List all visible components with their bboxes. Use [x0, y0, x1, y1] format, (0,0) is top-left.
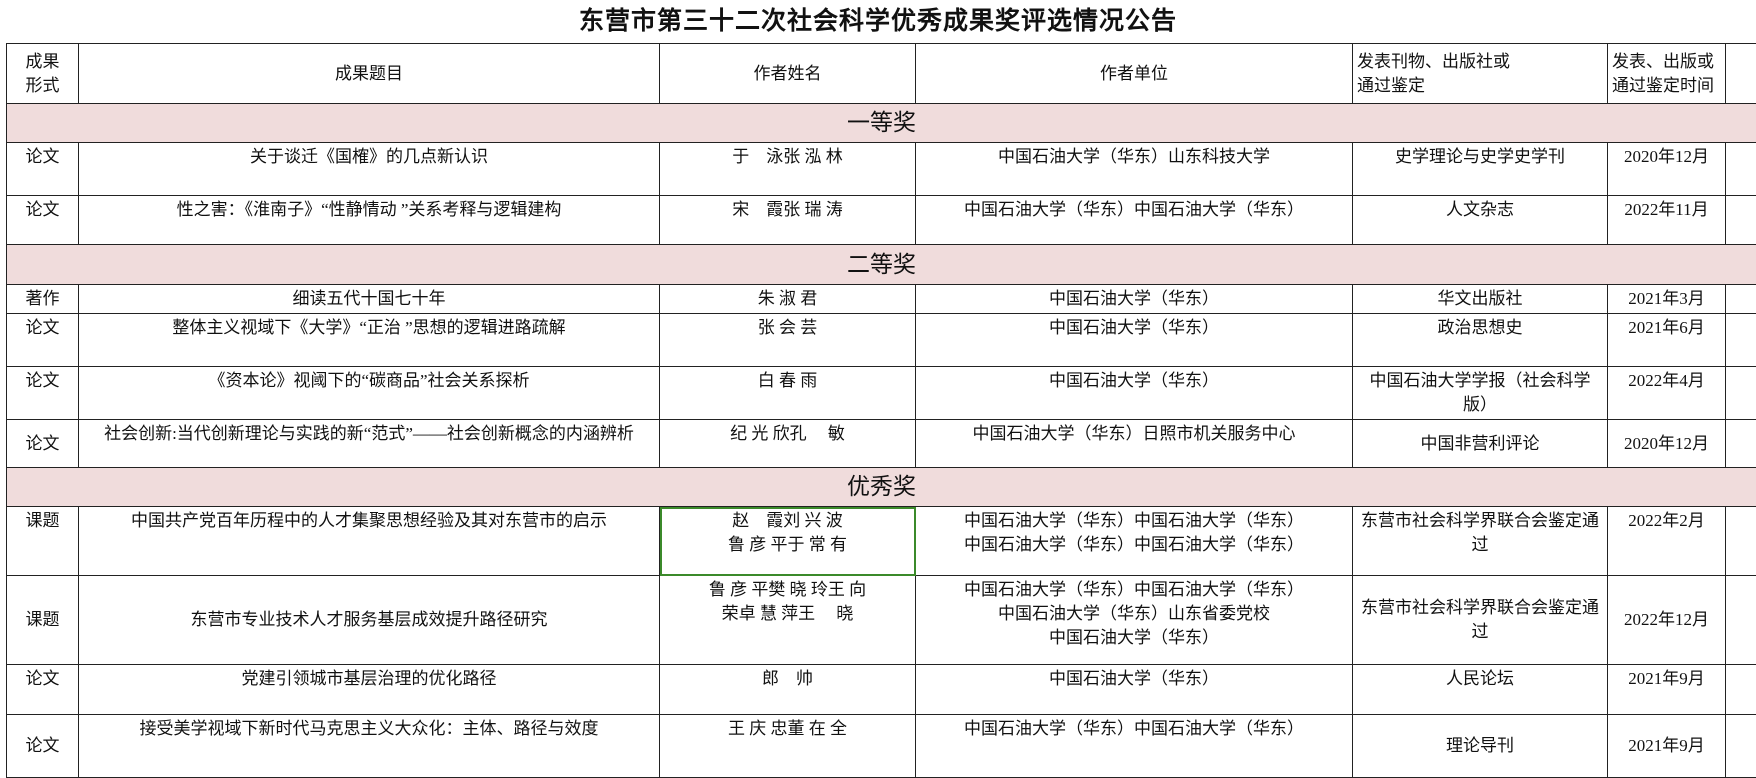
awards-table: 成果 形式 成果题目 作者姓名 作者单位 发表刊物、出版社或 通过鉴定 发表、出… [6, 43, 1756, 778]
unit-cell[interactable]: 中国石油大学（华东） [916, 314, 1353, 367]
empty-cell[interactable] [1726, 715, 1756, 778]
title-cell[interactable]: 《资本论》视阈下的“碳商品”社会关系探析 [79, 367, 660, 420]
type-cell[interactable]: 论文 [7, 715, 79, 778]
authors-cell[interactable]: 王 庆 忠董 在 全 [660, 715, 916, 778]
type-cell[interactable]: 课题 [7, 576, 79, 665]
empty-cell[interactable] [1726, 507, 1756, 576]
publisher-cell[interactable]: 中国石油大学学报（社会科学版） [1353, 367, 1608, 420]
page-title: 东营市第三十二次社会科学优秀成果奖评选情况公告 [0, 0, 1756, 43]
date-cell[interactable]: 2022年4月 [1608, 367, 1726, 420]
empty-cell[interactable] [1726, 314, 1756, 367]
authors-cell[interactable]: 白 春 雨 [660, 367, 916, 420]
authors-cell[interactable]: 宋 霞张 瑞 涛 [660, 196, 916, 245]
date-cell[interactable]: 2021年9月 [1608, 665, 1726, 715]
title-cell[interactable]: 党建引领城市基层治理的优化路径 [79, 665, 660, 715]
header-title[interactable]: 成果题目 [79, 44, 660, 104]
type-cell[interactable]: 论文 [7, 314, 79, 367]
section-label[interactable]: 一等奖 [7, 104, 1756, 143]
table-row: 课题东营市专业技术人才服务基层成效提升路径研究鲁 彦 平樊 晓 玲王 向 荣卓 … [7, 576, 1756, 665]
authors-cell[interactable]: 纪 光 欣孔 敏 [660, 420, 916, 468]
header-unit[interactable]: 作者单位 [916, 44, 1353, 104]
date-cell[interactable]: 2020年12月 [1608, 143, 1726, 196]
publisher-cell[interactable]: 东营市社会科学界联合会鉴定通过 [1353, 507, 1608, 576]
table-row: 论文整体主义视域下《大学》“正治 ”思想的逻辑进路疏解张 会 芸中国石油大学（华… [7, 314, 1756, 367]
unit-cell[interactable]: 中国石油大学（华东） [916, 665, 1353, 715]
authors-cell[interactable]: 赵 霞刘 兴 波 鲁 彦 平于 常 有 [660, 507, 916, 576]
title-cell[interactable]: 社会创新:当代创新理论与实践的新“范式”——社会创新概念的内涵辨析 [79, 420, 660, 468]
empty-cell[interactable] [1726, 44, 1756, 104]
unit-cell[interactable]: 中国石油大学（华东）中国石油大学（华东） 中国石油大学（华东）山东省委党校 中国… [916, 576, 1353, 665]
section-row: 二等奖 [7, 245, 1756, 285]
empty-cell[interactable] [1726, 576, 1756, 665]
table-row: 论文接受美学视域下新时代马克思主义大众化：主体、路径与效度王 庆 忠董 在 全中… [7, 715, 1756, 778]
authors-cell[interactable]: 朱 淑 君 [660, 285, 916, 314]
section-row: 优秀奖 [7, 468, 1756, 507]
type-cell[interactable]: 论文 [7, 665, 79, 715]
header-date[interactable]: 发表、出版或 通过鉴定时间 [1608, 44, 1726, 104]
title-cell[interactable]: 性之害：《淮南子》“性静情动 ”关系考释与逻辑建构 [79, 196, 660, 245]
empty-cell[interactable] [1726, 143, 1756, 196]
publisher-cell[interactable]: 人文杂志 [1353, 196, 1608, 245]
publisher-cell[interactable]: 理论导刊 [1353, 715, 1608, 778]
unit-cell[interactable]: 中国石油大学（华东） [916, 367, 1353, 420]
date-cell[interactable]: 2022年11月 [1608, 196, 1726, 245]
publisher-cell[interactable]: 东营市社会科学界联合会鉴定通过 [1353, 576, 1608, 665]
date-cell[interactable]: 2021年9月 [1608, 715, 1726, 778]
title-cell[interactable]: 整体主义视域下《大学》“正治 ”思想的逻辑进路疏解 [79, 314, 660, 367]
empty-cell[interactable] [1726, 285, 1756, 314]
section-label[interactable]: 优秀奖 [7, 468, 1756, 507]
title-cell[interactable]: 中国共产党百年历程中的人才集聚思想经验及其对东营市的启示 [79, 507, 660, 576]
section-row: 一等奖 [7, 104, 1756, 143]
unit-cell[interactable]: 中国石油大学（华东） [916, 285, 1353, 314]
unit-cell[interactable]: 中国石油大学（华东）中国石油大学（华东） [916, 196, 1353, 245]
authors-cell[interactable]: 郎 帅 [660, 665, 916, 715]
empty-cell[interactable] [1726, 665, 1756, 715]
empty-cell[interactable] [1726, 420, 1756, 468]
table-row: 论文社会创新:当代创新理论与实践的新“范式”——社会创新概念的内涵辨析纪 光 欣… [7, 420, 1756, 468]
header-publisher[interactable]: 发表刊物、出版社或 通过鉴定 [1353, 44, 1608, 104]
unit-cell[interactable]: 中国石油大学（华东）山东科技大学 [916, 143, 1353, 196]
title-cell[interactable]: 接受美学视域下新时代马克思主义大众化：主体、路径与效度 [79, 715, 660, 778]
type-cell[interactable]: 论文 [7, 420, 79, 468]
section-label[interactable]: 二等奖 [7, 245, 1756, 285]
type-cell[interactable]: 论文 [7, 367, 79, 420]
table-row: 论文关于谈迁《国榷》的几点新认识于 泳张 泓 林中国石油大学（华东）山东科技大学… [7, 143, 1756, 196]
publisher-cell[interactable]: 人民论坛 [1353, 665, 1608, 715]
empty-cell[interactable] [1726, 196, 1756, 245]
date-cell[interactable]: 2021年6月 [1608, 314, 1726, 367]
table-row: 课题中国共产党百年历程中的人才集聚思想经验及其对东营市的启示赵 霞刘 兴 波 鲁… [7, 507, 1756, 576]
publisher-cell[interactable]: 中国非营利评论 [1353, 420, 1608, 468]
authors-cell[interactable]: 鲁 彦 平樊 晓 玲王 向 荣卓 慧 萍王 晓 [660, 576, 916, 665]
date-cell[interactable]: 2022年2月 [1608, 507, 1726, 576]
title-cell[interactable]: 细读五代十国七十年 [79, 285, 660, 314]
publisher-cell[interactable]: 华文出版社 [1353, 285, 1608, 314]
header-authors[interactable]: 作者姓名 [660, 44, 916, 104]
authors-cell[interactable]: 于 泳张 泓 林 [660, 143, 916, 196]
header-row: 成果 形式 成果题目 作者姓名 作者单位 发表刊物、出版社或 通过鉴定 发表、出… [7, 44, 1756, 104]
date-cell[interactable]: 2022年12月 [1608, 576, 1726, 665]
unit-cell[interactable]: 中国石油大学（华东）中国石油大学（华东） [916, 715, 1353, 778]
authors-cell[interactable]: 张 会 芸 [660, 314, 916, 367]
title-cell[interactable]: 东营市专业技术人才服务基层成效提升路径研究 [79, 576, 660, 665]
type-cell[interactable]: 著作 [7, 285, 79, 314]
publisher-cell[interactable]: 政治思想史 [1353, 314, 1608, 367]
date-cell[interactable]: 2021年3月 [1608, 285, 1726, 314]
table-row: 论文性之害：《淮南子》“性静情动 ”关系考释与逻辑建构宋 霞张 瑞 涛中国石油大… [7, 196, 1756, 245]
type-cell[interactable]: 论文 [7, 143, 79, 196]
title-cell[interactable]: 关于谈迁《国榷》的几点新认识 [79, 143, 660, 196]
unit-cell[interactable]: 中国石油大学（华东）日照市机关服务中心 [916, 420, 1353, 468]
publisher-cell[interactable]: 史学理论与史学史学刊 [1353, 143, 1608, 196]
date-cell[interactable]: 2020年12月 [1608, 420, 1726, 468]
header-type[interactable]: 成果 形式 [7, 44, 79, 104]
type-cell[interactable]: 论文 [7, 196, 79, 245]
empty-cell[interactable] [1726, 367, 1756, 420]
unit-cell[interactable]: 中国石油大学（华东）中国石油大学（华东） 中国石油大学（华东）中国石油大学（华东… [916, 507, 1353, 576]
type-cell[interactable]: 课题 [7, 507, 79, 576]
table-row: 论文《资本论》视阈下的“碳商品”社会关系探析白 春 雨中国石油大学（华东）中国石… [7, 367, 1756, 420]
